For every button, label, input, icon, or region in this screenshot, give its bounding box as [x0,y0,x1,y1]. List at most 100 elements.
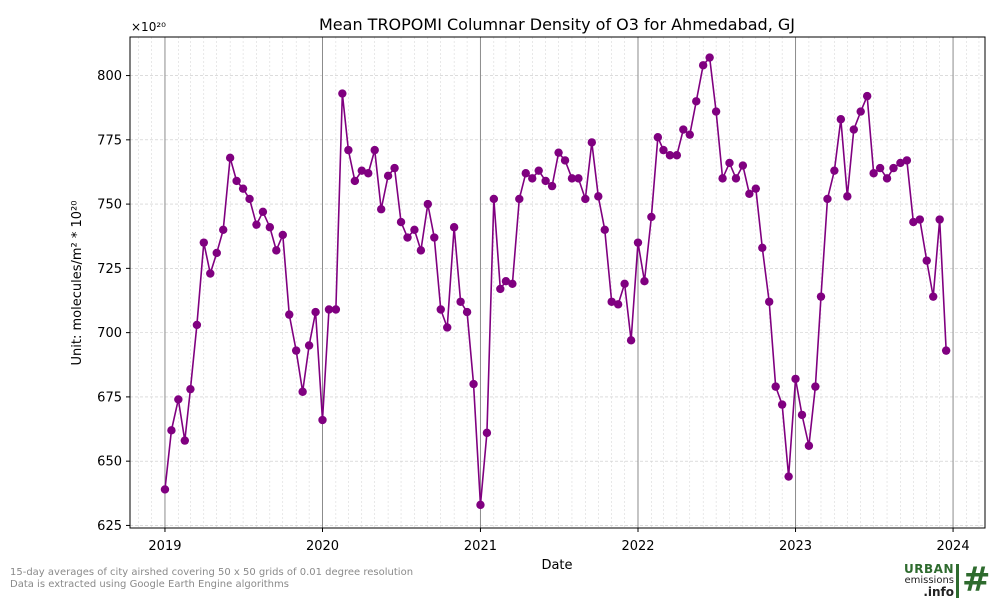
data-point [587,138,597,147]
data-point [515,194,524,204]
y-tick-label: 775 [97,133,122,148]
data-point [174,395,183,404]
data-point [258,207,268,217]
data-point [751,184,761,193]
x-axis-label: Date [541,558,572,573]
footnote-source: Data is extracted using Google Earth Eng… [10,579,289,590]
data-point [784,472,793,481]
y-tick-label: 800 [97,69,122,84]
data-point [304,341,314,350]
data-point [692,97,701,106]
logo-divider [956,564,959,598]
logo-text-info: .info [923,585,954,599]
data-point [430,233,439,242]
data-point [436,305,445,314]
data-point [560,156,570,165]
data-point [449,223,459,232]
series-line [164,55,947,505]
data-point [456,297,465,306]
y-tick-label: 700 [97,326,122,341]
data-point [528,174,537,183]
data-point [298,387,307,396]
data-point [403,233,412,242]
y-axis-label: Unit: molecules/m² * 10²⁰ [70,201,85,366]
data-point [797,410,807,420]
data-point [160,485,170,494]
data-point [423,199,433,209]
y-tick-label: 625 [97,519,122,534]
data-point [186,384,195,394]
data-point [875,163,885,173]
logo-text-emissions: emissions [904,575,954,586]
y-tick-label: 725 [97,262,122,277]
data-point [935,215,944,224]
data-point [791,374,800,384]
y-tick-label: 650 [97,455,122,470]
data-point [489,194,499,204]
data-point [862,91,872,101]
data-point [626,336,636,345]
data-point [238,184,248,193]
data-point [830,166,839,175]
data-point [843,192,852,201]
data-point [206,269,215,278]
data-point [180,436,190,445]
data-point [567,174,577,183]
data-point [350,176,360,186]
urban-emissions-logo: URBAN emissions .info # [896,562,1000,600]
logo-text-urban: URBAN [904,562,954,576]
data-point [245,194,254,204]
data-point [600,225,609,235]
data-point [659,145,668,155]
data-point [685,130,694,139]
data-point [711,107,721,116]
data-point [318,415,327,425]
grid-lines [130,37,985,528]
data-point [547,181,557,191]
data-point [811,382,820,391]
data-point [521,169,530,178]
data-point [823,194,832,204]
data-point [331,305,341,314]
data-point [679,125,688,134]
data-point [816,292,826,301]
data-point [469,379,478,389]
data-point [443,323,452,332]
data-point [324,305,334,314]
data-point [698,61,708,70]
data-point [554,148,563,157]
data-point [364,169,373,178]
y-offset-label: ×10²⁰ [131,20,166,34]
y-tick-label: 750 [97,198,122,213]
data-point [225,153,235,163]
data-point [640,277,649,286]
data-point [902,156,912,165]
data-point [909,217,918,227]
data-point [357,166,366,175]
data-point [390,163,399,173]
data-point [725,158,734,168]
chart-title: Mean TROPOMI Columnar Density of O3 for … [319,15,795,34]
plot-frame [129,36,986,529]
logo-grid-icon: # [962,560,991,600]
data-point [665,151,675,160]
data-point [804,441,814,450]
data-point [416,246,426,255]
data-point [882,174,892,183]
data-point [370,145,379,155]
data-point [344,145,353,155]
data-point [501,277,511,286]
data-point [889,163,898,173]
data-point [192,320,202,330]
data-point [219,225,228,235]
data-point [278,230,287,240]
x-tick-label: 2020 [306,539,339,554]
data-point [541,176,550,186]
data-point [167,426,176,435]
data-point [607,297,616,306]
x-axis-ticks: 2019 2020 2021 2022 2023 2024 [148,528,970,554]
data-point [758,243,767,252]
data-point [705,53,714,62]
data-point [731,174,741,183]
